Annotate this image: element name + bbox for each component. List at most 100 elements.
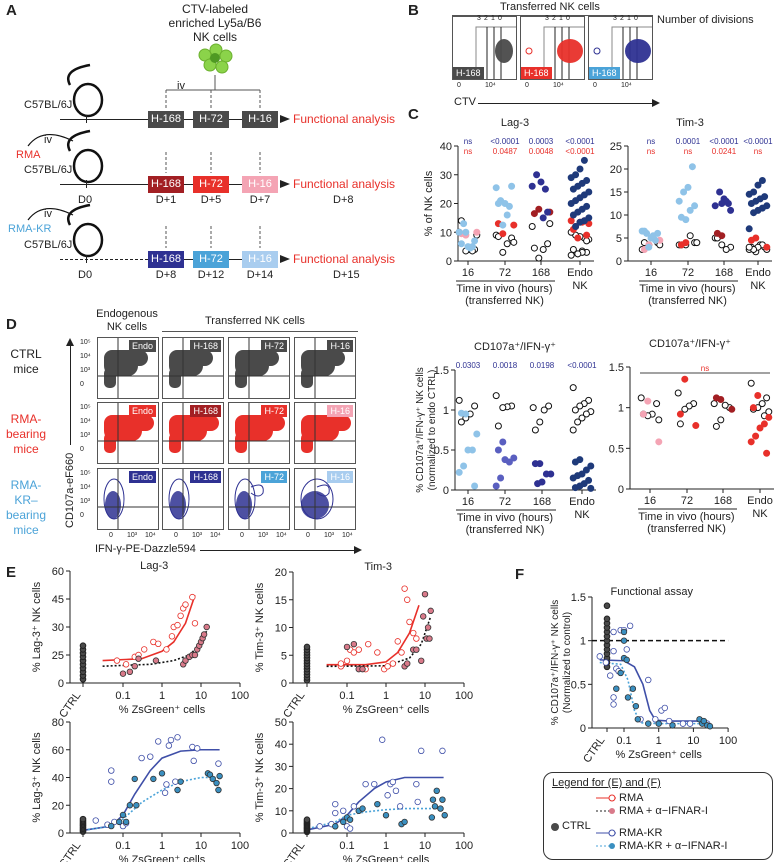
x-tick-label: Endo xyxy=(567,267,593,279)
data-point xyxy=(544,240,552,248)
x-tick: 10³ xyxy=(192,532,203,539)
data-point-rma xyxy=(404,596,411,603)
y-tick: 0 xyxy=(80,446,84,453)
y-tick-label: 1.5 xyxy=(434,365,449,377)
data-point xyxy=(747,438,755,446)
data-point-rmakr_ifnar xyxy=(706,723,714,730)
data-point xyxy=(510,454,518,462)
endo-header-line: Endogenous xyxy=(96,308,158,320)
flow-plot-tag: H-72 xyxy=(261,340,287,352)
row-label-line: RMA-KR– xyxy=(10,478,42,507)
x-tick-label: 72 xyxy=(499,267,511,279)
y-arrow xyxy=(70,345,71,445)
x-axis-label: (transferred NK) xyxy=(648,295,727,307)
chart-f_functional xyxy=(588,596,729,732)
ctv-histogram-plot: H-168 xyxy=(520,16,585,80)
data-point xyxy=(541,185,549,193)
data-point-rma_ifnar xyxy=(126,668,134,675)
rmakr-tumor-label: RMA-KR xyxy=(8,223,52,235)
chart-title: CD107a⁺/IFN-γ⁺ xyxy=(474,341,556,353)
p-value: <0.0001 xyxy=(743,137,773,146)
data-point-rmakr_ifnar xyxy=(158,770,166,777)
data-point xyxy=(582,410,590,418)
x-tick-label: NK xyxy=(752,508,768,520)
data-point xyxy=(655,438,663,446)
y-tick-label: 1.5 xyxy=(609,362,624,374)
data-point-rmakr xyxy=(413,780,420,788)
rmakr-marker-icon xyxy=(608,829,616,837)
y-tick-label: 30 xyxy=(440,170,452,182)
fit-curve-rmakr_ifnar xyxy=(307,807,444,830)
data-point xyxy=(583,231,591,239)
data-point xyxy=(530,244,538,252)
data-point xyxy=(528,223,536,230)
data-point xyxy=(712,394,720,402)
y-axis-label: % CD107a⁺/IFN-γ⁺ NK cells xyxy=(415,367,426,493)
y-tick-label: 20 xyxy=(610,164,622,176)
data-point xyxy=(571,458,579,466)
x-tick-label: 1 xyxy=(159,840,165,852)
data-point-rmakr_ifnar xyxy=(382,812,390,819)
data-point-rma_ifnar xyxy=(404,660,411,667)
x-arrow xyxy=(200,550,355,551)
y-tick-label: 10 xyxy=(275,623,287,635)
data-point-rmakr_ifnar xyxy=(431,803,439,810)
data-point xyxy=(539,246,547,253)
division-tick: 3 xyxy=(477,15,481,22)
data-point-rmakr_ifnar xyxy=(116,818,123,826)
data-point-rmakr_ifnar xyxy=(374,800,381,808)
data-point xyxy=(462,228,470,236)
chart-e_lag3_kr xyxy=(66,721,241,837)
data-point xyxy=(455,228,463,236)
timepoint-box: H-168 xyxy=(148,176,184,193)
x-tick: 0 xyxy=(593,82,597,89)
data-point-rmakr xyxy=(147,753,154,760)
data-point-rmakr xyxy=(163,781,170,788)
data-point-rma xyxy=(141,646,148,653)
data-point xyxy=(574,250,582,258)
x-axis-label: Time in vivo (hours) xyxy=(456,283,552,295)
data-point-rma xyxy=(168,633,176,640)
iv-label: iv xyxy=(177,80,185,92)
row-label-line: mice xyxy=(13,523,39,537)
y-axis-label: % CD107a⁺/IFN-γ⁺ NK cells xyxy=(550,600,561,726)
data-point-rma xyxy=(177,612,184,619)
data-point xyxy=(747,379,755,387)
data-point-rma xyxy=(406,618,413,626)
data-point-rmakr xyxy=(652,716,659,723)
data-point-rmakr xyxy=(190,757,197,765)
data-point-rmakr_ifnar xyxy=(439,796,446,803)
y-tick-label: 10 xyxy=(440,227,452,239)
data-point xyxy=(492,482,500,490)
x-tick: 10⁴ xyxy=(621,82,632,89)
chart-e_tim3_kr xyxy=(289,721,465,837)
x-tick-label: 16 xyxy=(644,495,656,507)
data-point xyxy=(510,221,518,229)
day-label: D+5 xyxy=(200,194,222,206)
data-point xyxy=(569,474,577,482)
donor-title: CTV-labeled enriched Ly5a/B6 NK cells xyxy=(160,2,270,44)
x-tick: 0 xyxy=(525,82,529,89)
plot-tag: H-168 xyxy=(521,67,552,79)
x-axis-label: % ZsGreen⁺ cells xyxy=(343,854,430,862)
donor-title-line: NK cells xyxy=(192,30,237,44)
day-label: D+1 xyxy=(155,194,177,206)
data-point-ctrl xyxy=(303,816,311,823)
x-tick: 10³ xyxy=(324,532,335,539)
data-point xyxy=(471,482,479,490)
data-point-rmakr xyxy=(174,734,181,741)
data-point-rma xyxy=(174,621,181,629)
data-point-rmakr xyxy=(392,787,400,795)
y-tick-label: 15 xyxy=(275,595,287,607)
data-point-rmakr xyxy=(172,778,179,785)
division-tick: 0 xyxy=(566,15,570,22)
mouse-strain-label: C57BL/6J xyxy=(24,239,73,251)
day0-label: D0 xyxy=(78,269,93,281)
arrow-head-icon xyxy=(354,546,362,554)
rmakr-ifnar-marker-icon xyxy=(609,843,615,849)
x-tick: 10³ xyxy=(258,532,269,539)
p-value: 0.0001 xyxy=(676,137,701,146)
x-tick-label: 10 xyxy=(195,840,207,852)
iv-label: iv xyxy=(44,134,52,146)
